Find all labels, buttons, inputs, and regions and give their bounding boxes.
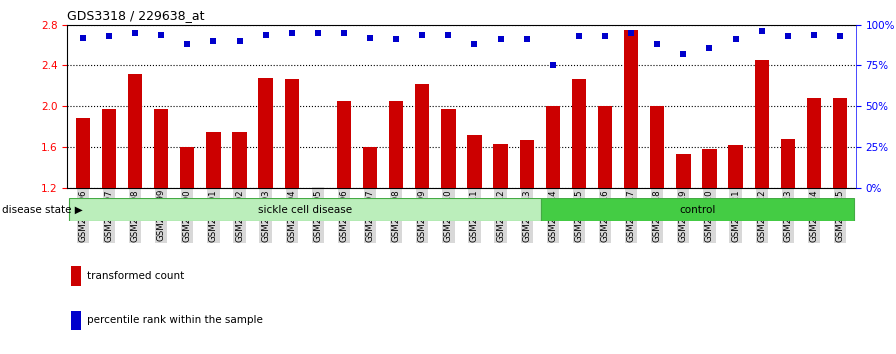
Point [337, 30, 351, 36]
Text: sickle cell disease: sickle cell disease [258, 205, 352, 215]
Bar [728, 145, 743, 188]
Point [702, 45, 717, 50]
Point [311, 30, 325, 36]
Bar [258, 78, 272, 188]
Point [468, 41, 482, 47]
Point [572, 33, 586, 39]
Text: percentile rank within the sample: percentile rank within the sample [87, 315, 263, 325]
Point [363, 35, 377, 41]
Point [728, 36, 743, 42]
Point [128, 30, 142, 36]
Point [780, 33, 795, 39]
Bar [232, 132, 246, 188]
Bar [102, 109, 116, 188]
Point [676, 51, 691, 57]
Point [206, 38, 220, 44]
Bar [154, 109, 168, 188]
Bar [833, 98, 848, 188]
Bar [806, 98, 821, 188]
Point [154, 32, 168, 38]
Point [546, 63, 560, 68]
Bar [285, 79, 299, 188]
Point [806, 32, 821, 38]
Bar [676, 154, 691, 188]
Text: transformed count: transformed count [87, 271, 185, 281]
Point [494, 36, 508, 42]
Bar [650, 106, 665, 188]
Text: disease state ▶: disease state ▶ [2, 205, 82, 215]
Bar [389, 101, 403, 188]
Bar [75, 118, 90, 188]
Bar [128, 74, 142, 188]
Point [598, 33, 612, 39]
Point [285, 30, 299, 36]
Bar [546, 106, 560, 188]
Point [180, 41, 194, 47]
Point [389, 36, 403, 42]
Bar [598, 106, 612, 188]
Bar [180, 147, 194, 188]
Bar [468, 135, 482, 188]
Bar [494, 144, 508, 188]
Point [624, 30, 638, 36]
Point [650, 41, 665, 47]
Bar [520, 140, 534, 188]
Bar [71, 266, 81, 286]
Bar [702, 149, 717, 188]
Point [75, 35, 90, 41]
Point [441, 32, 455, 38]
Bar [541, 198, 855, 221]
Bar [754, 61, 769, 188]
Text: GDS3318 / 229638_at: GDS3318 / 229638_at [67, 9, 204, 22]
Point [258, 32, 272, 38]
Point [415, 32, 429, 38]
Point [232, 38, 246, 44]
Point [102, 33, 116, 39]
Bar [441, 109, 455, 188]
Bar [624, 30, 638, 188]
Bar [780, 139, 795, 188]
Point [833, 33, 848, 39]
Point [520, 36, 534, 42]
Text: control: control [679, 205, 716, 215]
Bar [71, 311, 81, 330]
Bar [68, 198, 541, 221]
Bar [572, 79, 586, 188]
Bar [415, 84, 429, 188]
Bar [206, 132, 220, 188]
Point [754, 28, 769, 34]
Bar [363, 147, 377, 188]
Bar [337, 101, 351, 188]
